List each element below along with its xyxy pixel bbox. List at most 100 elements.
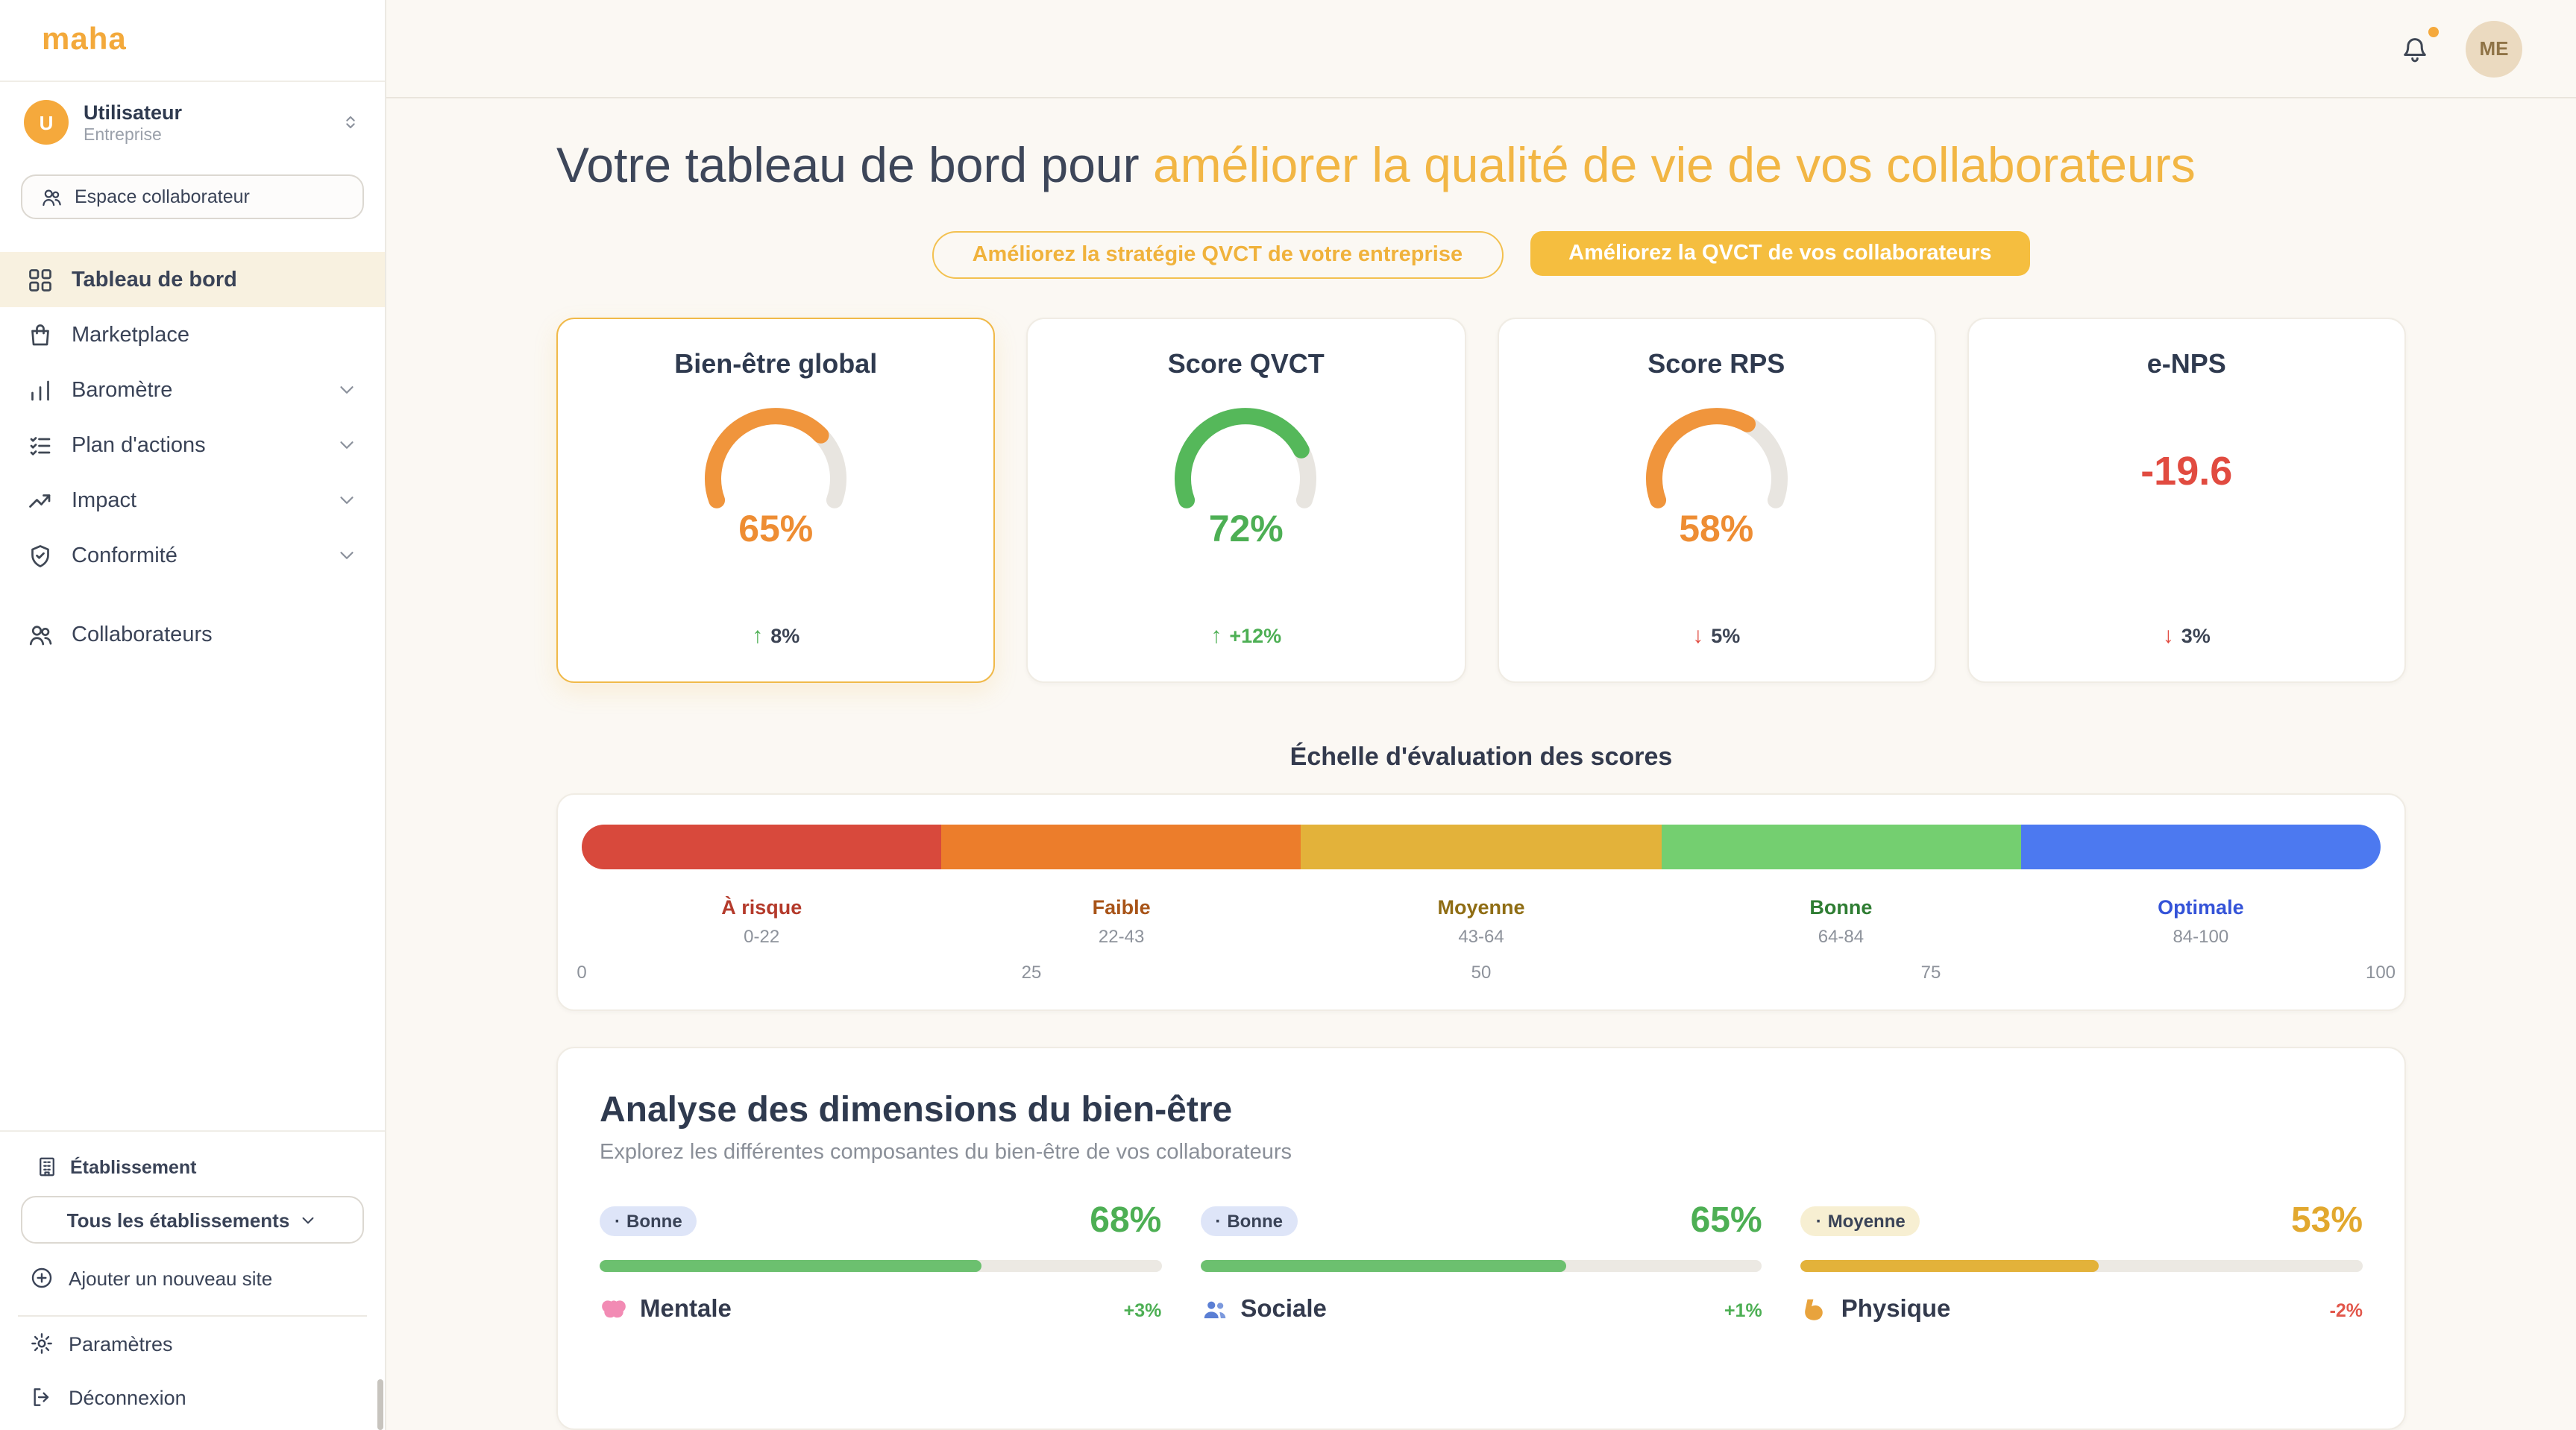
- notifications-button[interactable]: [2400, 26, 2439, 63]
- trending-up-icon: [27, 487, 54, 514]
- score-trend: ↑ 8%: [752, 623, 799, 649]
- page-title: Votre tableau de bord pour améliorer la …: [556, 134, 2406, 198]
- settings-label: Paramètres: [69, 1332, 173, 1355]
- sidebar-bottom: Établissement Tous les établissements Aj…: [0, 1130, 385, 1430]
- scale-labels: À risque 0-22 Faible 22-43 Moyenne 43-64…: [582, 896, 2381, 947]
- trend-up-icon: ↑: [752, 623, 764, 649]
- improve-collaborators-button[interactable]: Améliorez la QVCT de vos collaborateurs: [1530, 231, 2031, 276]
- dimension-value: 65%: [1690, 1200, 1762, 1241]
- trend-text: 8%: [770, 625, 800, 647]
- dimension-delta: +3%: [1123, 1300, 1162, 1320]
- dimension-mentale[interactable]: · Bonne 68% Mentale +3%: [600, 1200, 1162, 1324]
- scale-tick: 50: [1471, 962, 1492, 983]
- scale-segment-a-risque: [582, 825, 942, 869]
- status-badge: · Bonne: [600, 1206, 697, 1236]
- profile-avatar[interactable]: ME: [2466, 20, 2522, 78]
- establishment-selector[interactable]: Tous les établissements: [21, 1196, 364, 1244]
- add-site-button[interactable]: Ajouter un nouveau site: [0, 1253, 385, 1303]
- sidebar-item-label: Impact: [72, 488, 137, 512]
- sidebar-item-plan-dactions[interactable]: Plan d'actions: [0, 418, 385, 473]
- scale-segment-moyenne: [1301, 825, 1662, 869]
- dashboard-icon: [27, 266, 54, 293]
- gear-icon: [30, 1332, 54, 1355]
- topbar: ME: [386, 0, 2576, 99]
- score-card-qvct[interactable]: Score QVCT 72% ↑ +12%: [1026, 318, 1466, 683]
- status-badge: · Bonne: [1200, 1206, 1298, 1236]
- score-value: 72%: [1208, 508, 1284, 550]
- scale-ticks: 0 25 50 75 100: [577, 962, 2396, 986]
- sidebar-nav: Tableau de bord Marketplace Baromètre: [0, 252, 385, 662]
- sidebar-item-marketplace[interactable]: Marketplace: [0, 307, 385, 362]
- gauge-chart: [1627, 401, 1806, 520]
- sidebar: maha U Utilisateur Entreprise Espace col…: [0, 0, 386, 1430]
- scale-tick: 100: [2365, 962, 2396, 983]
- sidebar-item-label: Plan d'actions: [72, 433, 206, 457]
- score-card-bien-etre-global[interactable]: Bien-être global 65% ↑ 8%: [556, 318, 996, 683]
- scale-label: Bonne 64-84: [1809, 896, 1873, 947]
- main-area: ME Votre tableau de bord pour améliorer …: [386, 0, 2576, 1430]
- scale-label: Moyenne 43-64: [1437, 896, 1525, 947]
- dimension-physique[interactable]: · Moyenne 53% Physique -2%: [1800, 1200, 2363, 1324]
- score-card-rps[interactable]: Score RPS 58% ↓ 5%: [1497, 318, 1936, 683]
- dimensions-title: Analyse des dimensions du bien-être: [600, 1090, 1233, 1130]
- dashboard-content: Votre tableau de bord pour améliorer la …: [556, 98, 2406, 1430]
- sidebar-item-label: Marketplace: [72, 323, 189, 347]
- dimensions-subtitle: Explorez les différentes composantes du …: [600, 1141, 1292, 1165]
- score-trend: ↓ 3%: [2163, 623, 2211, 649]
- bar-chart-icon: [27, 377, 54, 403]
- scale-tick: 75: [1920, 962, 1941, 983]
- logout-button[interactable]: Déconnexion: [0, 1370, 385, 1424]
- improve-strategy-button[interactable]: Améliorez la stratégie QVCT de votre ent…: [932, 231, 1504, 279]
- user-switcher[interactable]: U Utilisateur Entreprise: [0, 82, 385, 163]
- chevron-down-icon[interactable]: [336, 434, 358, 456]
- page-title-prefix: Votre tableau de bord pour: [556, 137, 1153, 193]
- sidebar-item-label: Tableau de bord: [72, 268, 237, 292]
- user-avatar: U: [24, 100, 69, 145]
- score-trend: ↓ 5%: [1692, 623, 1740, 649]
- settings-button[interactable]: Paramètres: [0, 1317, 385, 1370]
- score-value: 58%: [1679, 508, 1754, 550]
- dimension-delta: +1%: [1724, 1300, 1762, 1320]
- sidebar-item-label: Baromètre: [72, 378, 173, 402]
- scale-label: Faible 22-43: [1092, 896, 1151, 947]
- score-trend: ↑ +12%: [1210, 623, 1281, 649]
- scale-card: À risque 0-22 Faible 22-43 Moyenne 43-64…: [556, 793, 2406, 1011]
- sidebar-item-impact[interactable]: Impact: [0, 473, 385, 528]
- score-value: -19.6: [2140, 449, 2233, 494]
- brand-logo: maha: [42, 22, 127, 57]
- dimension-sociale[interactable]: · Bonne 65% Sociale +1%: [1200, 1200, 1762, 1324]
- checklist-icon: [27, 432, 54, 459]
- chevron-down-icon[interactable]: [336, 489, 358, 511]
- divider: [18, 1315, 367, 1317]
- establishment-selector-value: Tous les établissements: [66, 1209, 290, 1231]
- dimension-label: Sociale: [1240, 1296, 1327, 1323]
- chevron-down-icon[interactable]: [336, 379, 358, 401]
- sidebar-item-barometre[interactable]: Baromètre: [0, 362, 385, 418]
- gauge-chart: [1157, 401, 1336, 520]
- people-icon: [27, 621, 54, 648]
- trend-text: 3%: [2181, 625, 2211, 647]
- dimension-label: Mentale: [640, 1296, 732, 1323]
- trend-down-icon: ↓: [1692, 623, 1704, 649]
- trend-down-icon: ↓: [2162, 623, 2174, 649]
- score-card-title: Score QVCT: [1167, 349, 1325, 379]
- scale-segment-bonne: [1661, 825, 2021, 869]
- establishment-label: Établissement: [70, 1156, 197, 1177]
- scale-label: Optimale 84-100: [2158, 896, 2244, 947]
- sidebar-item-tableau-de-bord[interactable]: Tableau de bord: [0, 252, 385, 307]
- progress-bar: [1800, 1260, 2363, 1272]
- score-card-enps[interactable]: e-NPS -19.6 ↓ 3%: [1967, 318, 2406, 683]
- sidebar-item-collaborateurs[interactable]: Collaborateurs: [0, 607, 385, 662]
- sidebar-item-label: Conformité: [72, 544, 178, 567]
- add-site-label: Ajouter un nouveau site: [69, 1267, 273, 1289]
- sidebar-item-conformite[interactable]: Conformité: [0, 528, 385, 583]
- brain-icon: [600, 1296, 628, 1324]
- logout-icon: [30, 1385, 54, 1409]
- sidebar-item-label: Collaborateurs: [72, 623, 213, 646]
- chevron-down-icon[interactable]: [336, 544, 358, 567]
- people-icon: [1200, 1296, 1228, 1324]
- sidebar-scrollbar[interactable]: [377, 1379, 383, 1430]
- dimension-value: 68%: [1090, 1200, 1162, 1241]
- establishment-section: Établissement: [0, 1156, 385, 1178]
- espace-collaborateur-button[interactable]: Espace collaborateur: [21, 174, 364, 219]
